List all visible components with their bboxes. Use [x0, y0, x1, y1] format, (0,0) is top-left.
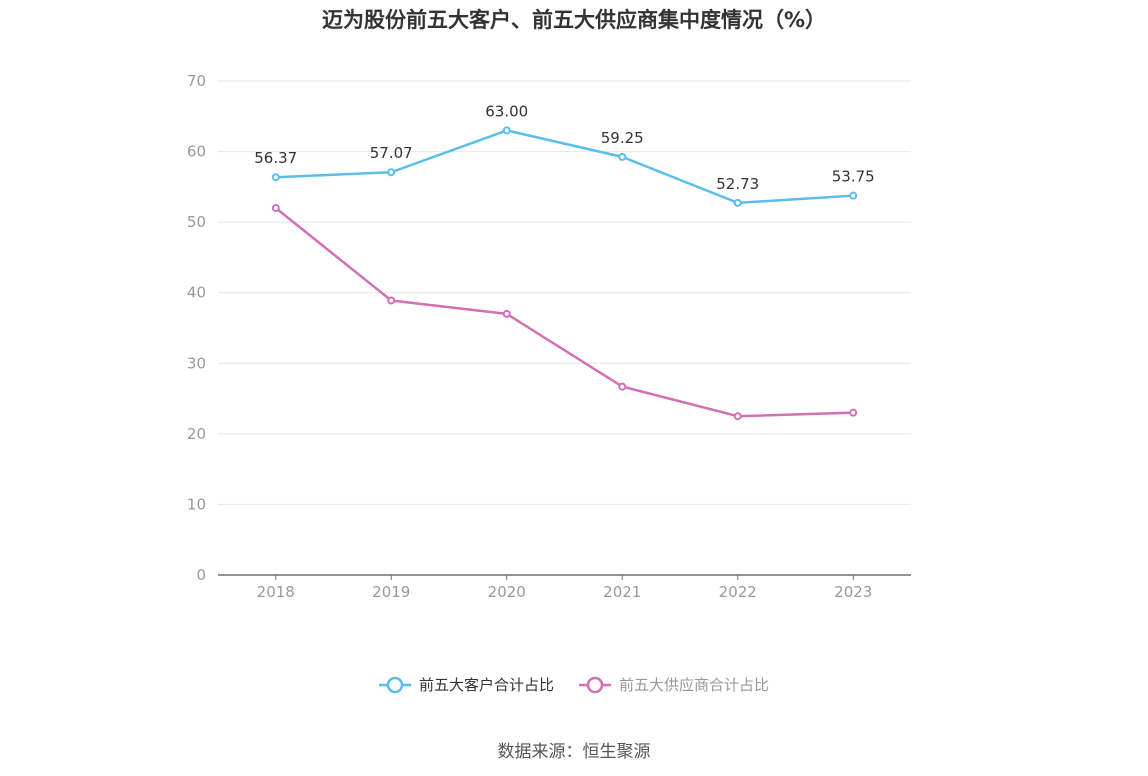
- series-2-point: [502, 309, 511, 318]
- series-1-point: [618, 152, 627, 161]
- y-tick-label: 60: [187, 143, 206, 161]
- y-tick-label: 20: [187, 425, 206, 443]
- y-tick-label: 50: [187, 213, 206, 231]
- y-tick-label: 10: [187, 495, 206, 513]
- y-tick-label: 70: [187, 72, 206, 90]
- grid-lines: [218, 80, 911, 505]
- data-label: 53.75: [832, 168, 875, 186]
- series-2-point: [733, 412, 742, 421]
- series-2-point: [387, 296, 396, 305]
- series-2-point: [849, 408, 858, 417]
- series-2-point: [618, 382, 627, 391]
- legend-label-2: 前五大供应商合计占比: [619, 676, 769, 694]
- series-1-point: [733, 198, 742, 207]
- series-1-point: [271, 173, 280, 182]
- chart-title: 迈为股份前五大客户、前五大供应商集中度情况（%）: [321, 8, 827, 32]
- series-1-point: [502, 126, 511, 135]
- legend-marker-1: [386, 676, 404, 694]
- data-label: 63.00: [485, 102, 528, 120]
- series-1-point: [849, 191, 858, 200]
- data-label: 57.07: [370, 144, 413, 162]
- x-tick-label: 2022: [719, 583, 757, 601]
- legend-marker-2: [586, 676, 604, 694]
- series-line-1: [275, 129, 854, 205]
- x-tick-label: 2020: [488, 583, 526, 601]
- series-1-point: [387, 168, 396, 177]
- x-tick-label: 2023: [834, 583, 872, 601]
- data-label: 56.37: [254, 149, 297, 167]
- y-tick-label: 0: [196, 566, 206, 584]
- data-label: 59.25: [601, 129, 644, 147]
- legend-label-1: 前五大客户合计占比: [419, 676, 554, 694]
- source-note: 数据来源：恒生聚源: [497, 742, 651, 762]
- data-label: 52.73: [716, 175, 759, 193]
- x-tick-label: 2021: [603, 583, 641, 601]
- series-line-2: [274, 207, 854, 418]
- axes: 0 10 20 30 40 50 60 70 2018 2019 2020 2021 2022 2023: [187, 72, 911, 601]
- series: [271, 126, 858, 421]
- legend: 前五大客户合计占比 前五大供应商合计占比: [379, 676, 769, 694]
- x-tick-label: 2018: [257, 583, 295, 601]
- series-2-point: [271, 204, 280, 213]
- y-tick-label: 40: [187, 284, 206, 302]
- data-labels: 56.37 57.07 63.00 59.25 52.73 53.75: [254, 102, 874, 192]
- y-tick-label: 30: [187, 354, 206, 372]
- x-tick-label: 2019: [372, 583, 410, 601]
